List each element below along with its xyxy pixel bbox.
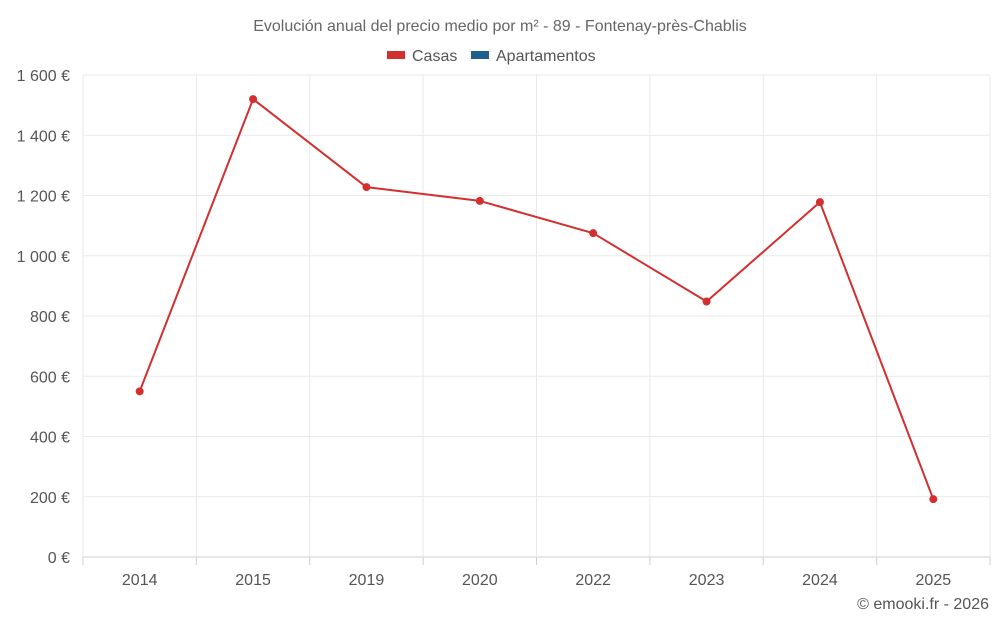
- y-tick-label: 800 €: [30, 309, 70, 326]
- data-point-casas-2025[interactable]: [929, 495, 938, 504]
- data-point-casas-2023[interactable]: [702, 297, 711, 306]
- x-tick-label: 2014: [122, 572, 158, 589]
- y-tick-label: 1 600 €: [17, 68, 70, 85]
- data-point-casas-2020[interactable]: [475, 196, 484, 205]
- y-tick-label: 1 400 €: [17, 128, 70, 145]
- y-tick-label: 1 000 €: [17, 249, 70, 266]
- data-point-casas-2024[interactable]: [815, 198, 824, 207]
- y-tick-label: 1 200 €: [17, 189, 70, 206]
- y-tick-label: 600 €: [30, 369, 70, 386]
- legend: Casas Apartamentos: [387, 48, 596, 65]
- legend-swatch-apartamentos: [471, 51, 489, 59]
- y-tick-label: 0 €: [48, 550, 70, 567]
- legend-label-casas[interactable]: Casas: [412, 48, 457, 65]
- chart-title: Evolución anual del precio medio por m² …: [253, 18, 747, 35]
- y-tick-label: 200 €: [30, 490, 70, 507]
- x-tick-label: 2024: [802, 572, 838, 589]
- legend-label-apartamentos[interactable]: Apartamentos: [496, 48, 596, 65]
- x-axis-ticks: 2014 2015 2019 2020 2022 2023 2024 2025: [122, 572, 951, 589]
- x-tick-label: 2019: [349, 572, 385, 589]
- data-point-casas-2014[interactable]: [135, 387, 144, 396]
- x-tick-label: 2023: [689, 572, 725, 589]
- x-tick-label: 2020: [462, 572, 498, 589]
- y-tick-label: 400 €: [30, 430, 70, 447]
- series-casas: [135, 95, 938, 504]
- legend-swatch-casas: [387, 51, 405, 59]
- data-point-casas-2019[interactable]: [362, 183, 371, 192]
- x-tick-label: 2025: [916, 572, 952, 589]
- x-tick-label: 2015: [235, 572, 271, 589]
- data-point-casas-2015[interactable]: [249, 95, 258, 104]
- x-tick-label: 2022: [575, 572, 611, 589]
- series-line-casas: [138, 98, 935, 500]
- credit: © emooki.fr - 2026: [857, 596, 989, 613]
- grid: [82, 74, 991, 565]
- y-axis-ticks: 0 € 200 € 400 € 600 € 800 € 1 000 € 1 200 € 1 4…: [17, 68, 70, 567]
- data-point-casas-2022[interactable]: [589, 229, 598, 238]
